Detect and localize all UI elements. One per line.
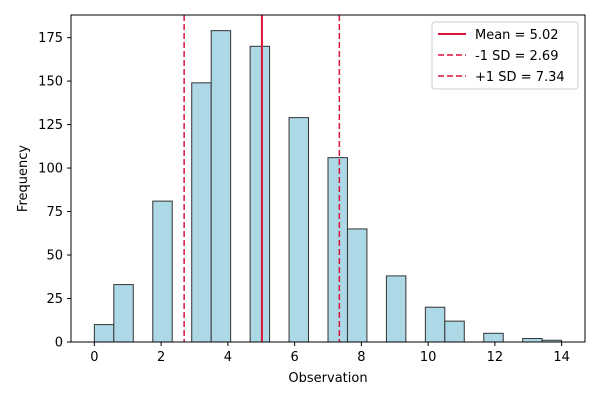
y-axis-label: Frequency	[16, 145, 31, 212]
x-tick-label: 12	[487, 350, 504, 365]
x-tick-label: 2	[157, 350, 165, 365]
x-tick-label: 4	[224, 350, 232, 365]
legend-box	[431, 21, 579, 90]
histogram-bar	[385, 275, 407, 343]
histogram-bar	[113, 284, 134, 343]
histogram-bar	[249, 45, 271, 343]
histogram-bar	[522, 338, 543, 343]
y-tick-label: 25	[46, 292, 63, 307]
histogram-bar	[210, 30, 232, 343]
plot-frame	[70, 14, 586, 343]
legend-entries: Mean = 5.02 -1 SD = 2.69 +1 SD = 7.34	[438, 28, 565, 85]
y-tick-label: 175	[38, 31, 63, 46]
x-tick-label: 14	[553, 350, 570, 365]
histogram-bar	[424, 306, 446, 343]
y-tick-label: 125	[38, 118, 63, 133]
histogram-bar	[93, 324, 115, 343]
histogram-bars	[93, 30, 563, 343]
y-tick-label: 150	[38, 75, 63, 90]
histogram-bar	[327, 157, 348, 343]
y-axis-ticks: 0 25 50 75 100 125 150 175	[38, 31, 71, 351]
y-tick-label: 0	[55, 336, 63, 351]
y-tick-label: 50	[46, 249, 63, 264]
x-tick-label: 10	[420, 350, 437, 365]
legend-label: +1 SD = 7.34	[475, 70, 565, 85]
y-tick-label: 100	[38, 162, 63, 177]
y-tick-label: 75	[46, 205, 63, 220]
x-axis-ticks: 0 2 4 6 8 10 12 14	[90, 342, 570, 365]
histogram-bar	[152, 200, 173, 343]
x-tick-label: 6	[290, 350, 298, 365]
x-tick-label: 0	[90, 350, 98, 365]
histogram-bar	[288, 117, 310, 343]
legend: Mean = 5.02 -1 SD = 2.69 +1 SD = 7.34	[431, 21, 579, 90]
x-axis-label: Observation	[288, 371, 367, 386]
histogram-bar	[483, 332, 504, 343]
reference-lines	[183, 15, 341, 342]
x-tick-label: 8	[357, 350, 365, 365]
legend-label: -1 SD = 2.69	[475, 49, 558, 64]
histogram-bar	[191, 82, 212, 343]
histogram-bar	[444, 320, 465, 343]
legend-label: Mean = 5.02	[475, 28, 559, 43]
histogram-bar	[346, 228, 368, 343]
